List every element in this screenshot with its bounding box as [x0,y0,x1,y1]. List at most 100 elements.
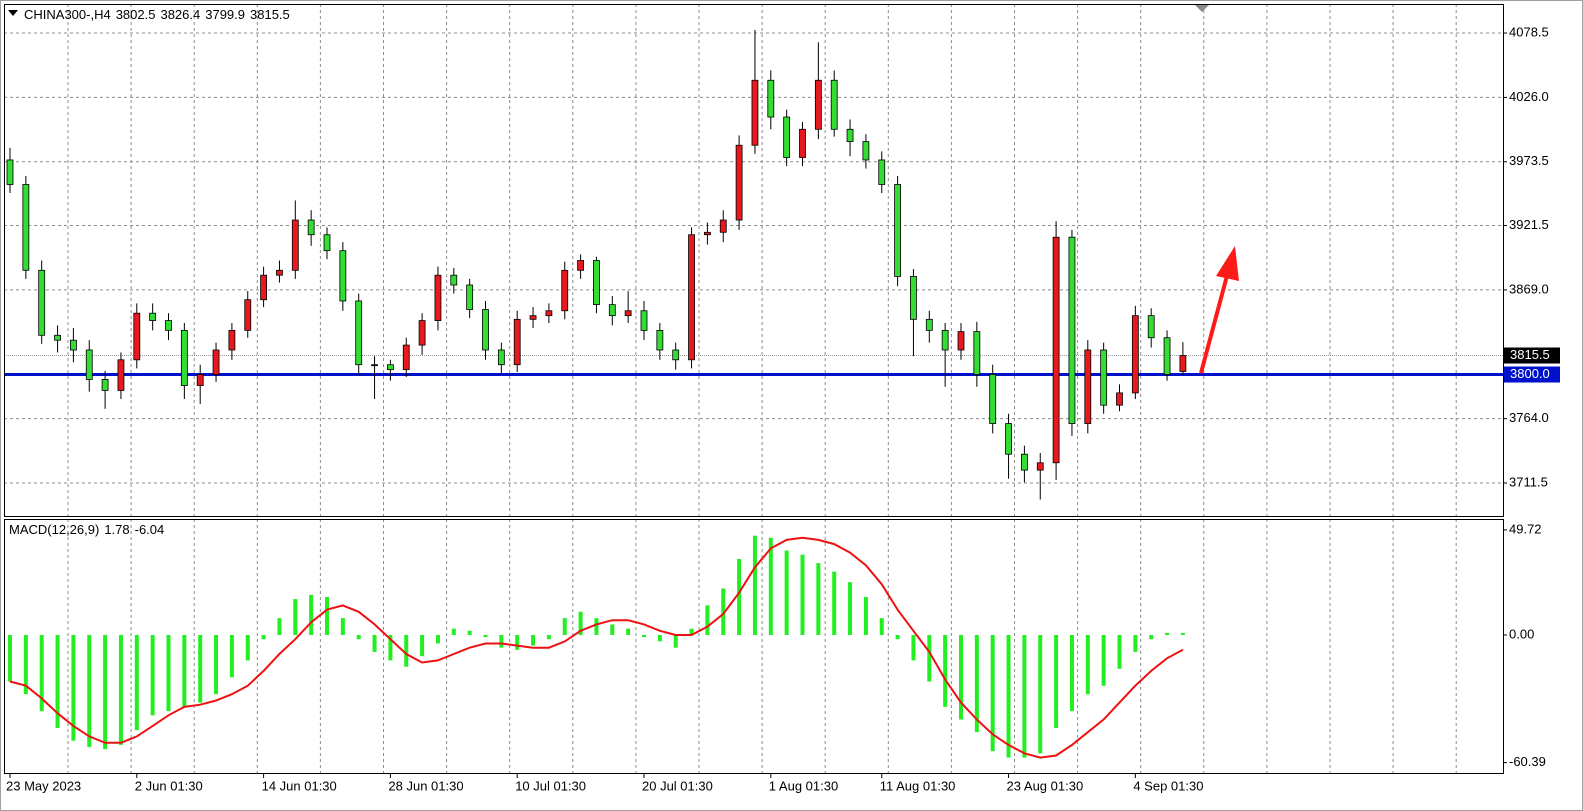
x-tick-label: 4 Sep 01:30 [1133,778,1203,793]
histogram-bar [1085,635,1090,695]
level-box [1504,366,1560,383]
histogram-bar [673,635,678,648]
candle-body [878,159,886,185]
header-value: 3802.5 [116,7,156,22]
histogram-bar [784,550,789,636]
x-tick-label: 23 May 2023 [6,778,81,793]
candle-body [402,344,410,371]
candle-body [593,260,600,306]
histogram-bar [1006,635,1011,758]
shift-marker[interactable] [1195,5,1209,12]
candle-body [688,234,695,361]
candle-body [513,318,521,366]
candle-body [830,79,838,130]
x-tick-label: 11 Aug 01:30 [880,778,956,793]
candle-body [291,219,299,271]
y-tick-label: 4078.5 [1509,24,1549,39]
candle-body [196,374,204,386]
candle-body [624,310,632,317]
y-tick-label: 49.72 [1509,521,1542,536]
candle-body [846,128,854,142]
histogram-bar [467,630,472,636]
histogram-bar [388,635,393,661]
histogram-bar [71,635,76,741]
histogram-bar [800,554,805,636]
candle-body [70,339,77,351]
histogram-bar [483,635,488,638]
y-tick-label: 3973.5 [1509,153,1549,168]
candle-body [1068,236,1076,424]
candle-body [783,116,791,158]
candle-body [1100,349,1108,406]
candle-body [989,374,997,424]
candle-body [529,315,537,320]
header-title: CHINA300-,H4 [24,7,111,22]
histogram-bar [245,635,250,661]
histogram-bar [229,635,234,678]
signal-line [9,536,1184,759]
y-tick-label: 4026.0 [1509,89,1549,104]
candle-body [941,329,949,351]
histogram-bar [23,635,28,695]
candle-body [54,334,61,341]
histogram-bar [689,628,694,636]
x-tick-label: 2 Jun 01:30 [135,778,203,793]
candle-body [577,260,584,271]
candle-body [799,128,806,158]
histogram-bar [990,635,995,752]
y-tick-label: -60.39 [1509,754,1546,769]
histogram-bar [642,635,646,638]
candle-body [1084,349,1092,424]
candle-body [434,274,442,321]
candle-body [276,269,283,276]
histogram-bar [150,635,155,716]
histogram-bar [1069,635,1074,712]
y-tick-label: 3711.5 [1509,474,1548,489]
candle-body [180,329,188,386]
candle-body [672,349,680,361]
histogram-bar [118,635,123,745]
candle-body [862,141,870,161]
candle-body [1021,453,1028,471]
header-title: MACD(12,26,9) [9,522,99,537]
level-label: 3800.0 [1510,366,1550,381]
annotation-arrow [1199,246,1239,374]
candle-body [1036,462,1044,471]
histogram-bar [8,635,12,682]
histogram-bar [752,535,757,636]
candle-body [307,219,315,236]
histogram-bar [356,635,361,640]
histogram-bar [515,635,520,650]
histogram-bar [435,635,440,644]
x-tick-label: 1 Aug 01:30 [769,778,838,793]
candle-body [1005,423,1012,455]
header-value: 3815.5 [250,7,290,22]
histogram-bar [198,635,203,703]
histogram-bar [182,635,187,707]
histogram-bar [451,628,456,636]
histogram-bar [55,635,60,728]
current-price-box [1504,347,1560,364]
histogram-bar [166,635,171,712]
candle-body [973,331,981,375]
histogram-bar [721,588,726,636]
histogram-bar [943,635,948,707]
menu-triangle[interactable] [8,10,18,16]
header-value: 3799.9 [205,7,245,22]
candle-body [482,309,489,351]
histogram-bar [531,635,536,646]
histogram-bar [911,635,916,661]
current-price-label: 3815.5 [1510,347,1550,362]
histogram-bar [1165,632,1170,636]
histogram-bar [293,599,298,636]
candle-body [371,364,378,367]
histogram-bar [959,635,963,720]
histogram-bar [1101,635,1106,686]
x-tick-label: 14 Jun 01:30 [262,778,337,793]
y-tick-label: 0.00 [1509,626,1534,641]
histogram-bar [1117,635,1122,669]
panel-header: CHINA300-,H4 3802.5 3826.4 3799.9 3815.5 [24,7,290,22]
panel-header: MACD(12,26,9) 1.78 -6.04 [9,522,164,537]
